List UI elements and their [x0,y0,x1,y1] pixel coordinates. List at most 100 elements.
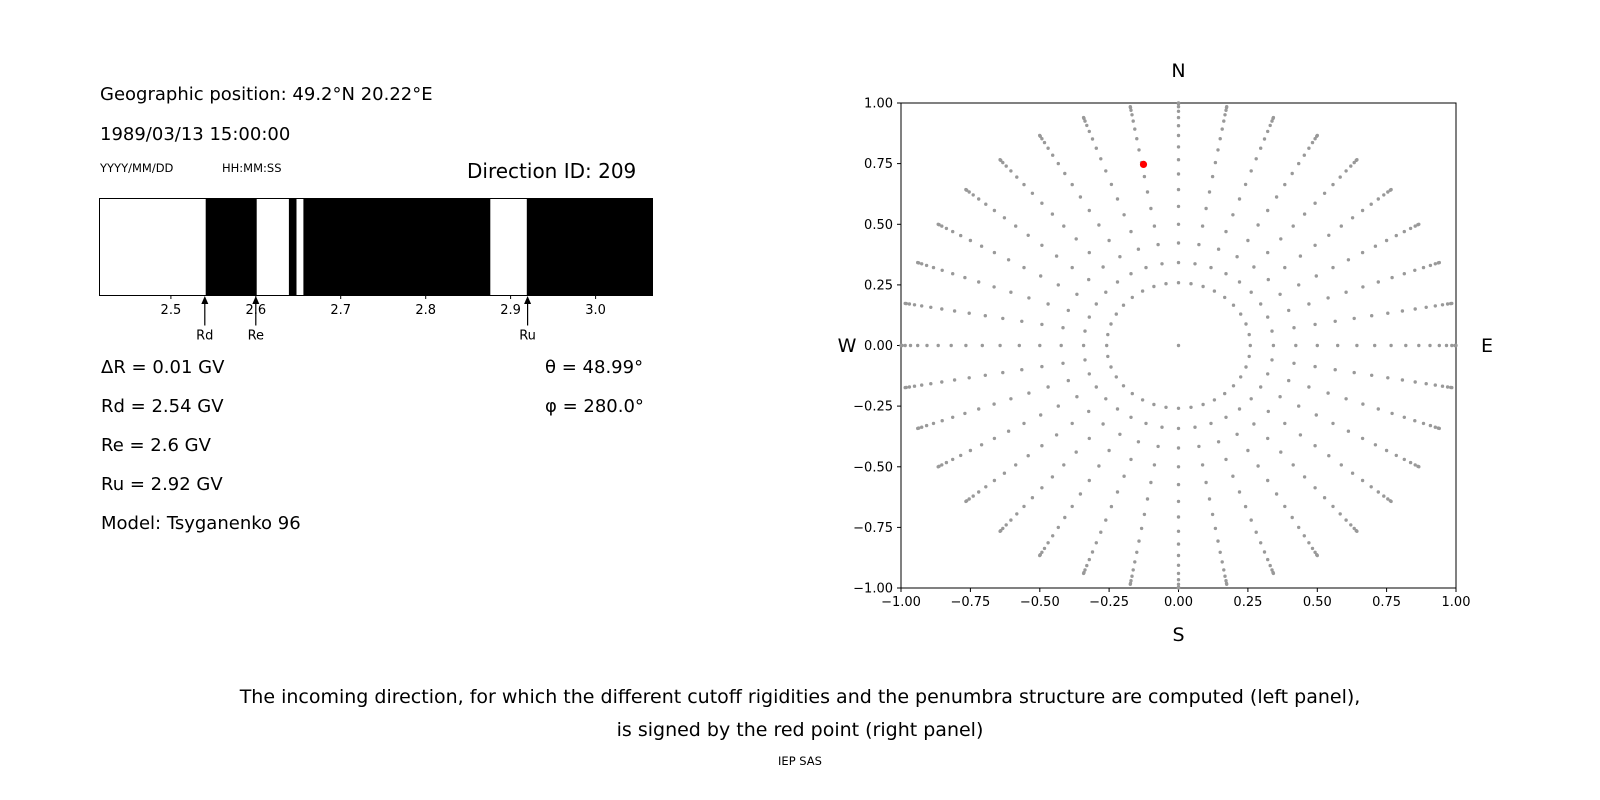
direction-point [1402,457,1406,462]
direction-point [1176,133,1181,138]
direction-point [1376,197,1380,201]
direction-point [1001,526,1005,531]
direction-point [1051,534,1055,538]
direction-point [940,307,944,311]
direction-point [1130,574,1134,578]
x-tick-label: 0.75 [1372,595,1401,610]
direction-point [1314,413,1318,417]
direction-point [1099,157,1103,161]
direction-point [903,343,907,348]
direction-point [1298,433,1303,437]
direction-point [1213,526,1218,531]
direction-point [1322,496,1327,500]
x-tick-label: −0.75 [950,595,990,610]
direction-point [1090,137,1095,141]
direction-point [1302,153,1306,157]
direction-point [1022,504,1026,509]
direction-point [1027,391,1031,395]
direction-point [1339,224,1343,228]
direction-point [1176,553,1181,558]
direction-point [1087,208,1091,213]
direction-point [992,250,997,255]
direction-point [1216,247,1221,251]
direction-point [1252,422,1256,426]
direction-point [1223,113,1227,117]
direction-point [1349,164,1353,168]
direction-point [1437,343,1441,348]
direction-point [1259,541,1263,545]
direction-point [1002,216,1007,220]
direction-point [1224,457,1228,462]
direction-point [1160,262,1164,266]
direction-point [1322,191,1327,195]
x-tick-label: 0.50 [1303,595,1332,610]
direction-point [1109,365,1113,369]
x-tick-label: 0.25 [1233,595,1262,610]
direction-point [1297,161,1301,166]
direction-point [1109,504,1114,509]
direction-point [1266,436,1270,441]
direction-point [1243,504,1248,509]
direction-point [1266,372,1270,376]
direction-point [1176,187,1181,192]
direction-point [907,302,912,306]
direction-point [1087,372,1091,376]
direction-point [1283,421,1287,426]
direction-point [1445,385,1450,389]
direction-point [1030,496,1035,500]
direction-point [920,425,924,429]
direction-point [1274,492,1279,496]
direction-point [1040,322,1044,327]
direction-point [1256,464,1260,468]
direction-point [1231,213,1235,217]
direction-point [936,343,940,348]
direction-point [1027,296,1031,300]
direction-point [1402,272,1406,276]
direction-point [899,343,903,348]
direction-point [1050,212,1055,216]
direction-point [1009,397,1013,401]
direction-point [1040,550,1044,554]
direction-point [1262,550,1267,554]
direction-point [1252,265,1256,269]
direction-point [1104,169,1108,173]
direction-point [920,262,924,266]
direction-point [1237,197,1242,201]
direction-point [1087,129,1091,134]
direction-point [1437,426,1441,431]
direction-point [1006,429,1011,433]
direction-point [971,193,975,197]
direction-point [1297,404,1301,408]
direction-point [1136,247,1141,251]
direction-point [1097,223,1101,227]
direction-point [1376,407,1380,411]
direction-point [1352,370,1356,375]
phi-value: φ = 280.0° [545,396,644,417]
direction-point [1200,224,1205,228]
direction-point [1382,494,1386,498]
direction-point [1266,557,1270,562]
direction-point [1224,108,1228,112]
direction-point [1075,395,1079,399]
direction-point [1015,512,1019,516]
direction-point [1152,224,1157,228]
direction-point [940,268,944,272]
direction-point [1176,586,1181,590]
direction-point [992,208,997,213]
direction-point [1440,384,1445,388]
direction-point [1278,292,1282,296]
direction-point [1428,343,1432,348]
direction-point [1056,404,1060,408]
direction-point [1200,463,1205,467]
direction-point [1235,255,1239,259]
direction-point [1266,129,1270,134]
marker-label: Re [248,329,264,344]
direction-point [1039,413,1043,417]
direction-point [903,385,907,390]
direction-point [1176,241,1181,245]
direction-point [1189,405,1193,409]
direction-point [1440,303,1445,307]
direction-point [967,190,971,194]
direction-point [1248,343,1252,348]
